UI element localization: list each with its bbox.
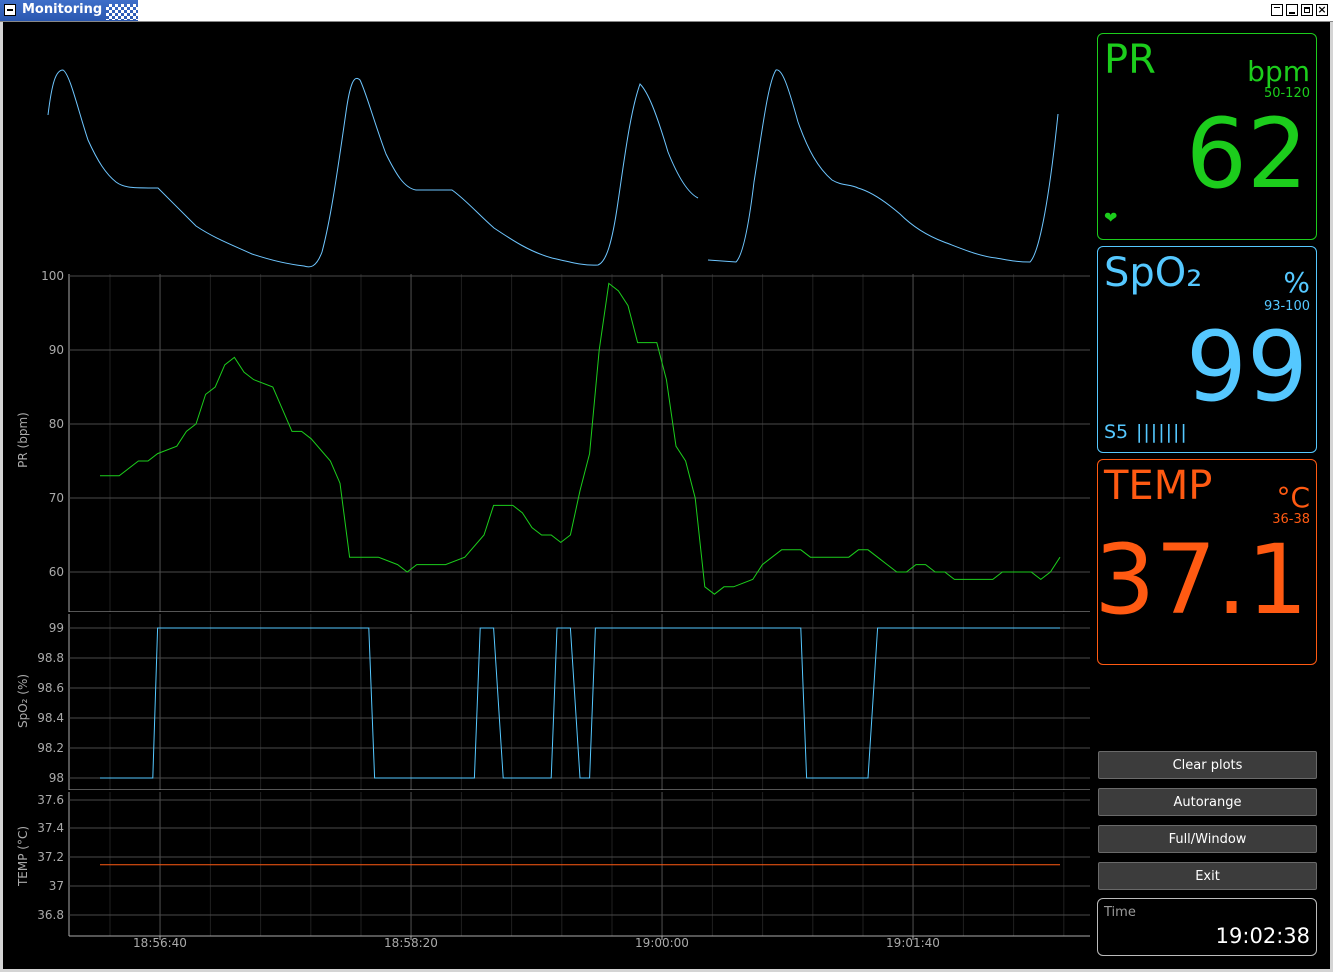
close-icon[interactable]: × xyxy=(1316,3,1328,16)
pleth-trace-a xyxy=(47,69,699,268)
window-title: Monitoring xyxy=(22,2,103,17)
shade-icon[interactable] xyxy=(1271,4,1283,16)
time-x-axis: 18:56:40 18:58:20 19:00:00 19:01:40 xyxy=(133,936,940,950)
spo2-unit: % xyxy=(1283,266,1310,299)
time-label: Time xyxy=(1104,905,1136,920)
spo2-y-axis: 99 98.8 98.6 98.4 98.2 98 xyxy=(37,621,64,785)
temp-label: TEMP xyxy=(1104,463,1213,509)
temp-y-tick-label: 37.6 xyxy=(37,793,64,807)
spo2-y-tick-label: 98.6 xyxy=(37,681,64,695)
maximize-icon[interactable] xyxy=(1301,4,1313,16)
temp-unit: °C xyxy=(1276,481,1310,514)
temp-grid xyxy=(68,792,1090,937)
spo2-value: 99 xyxy=(1185,311,1308,423)
spo2-y-tick-label: 98 xyxy=(49,771,64,785)
autorange-button[interactable]: Autorange xyxy=(1098,788,1317,816)
x-tick-label: 18:58:20 xyxy=(384,936,438,950)
pr-range: 50-120 xyxy=(1263,86,1310,101)
window-frame xyxy=(0,22,1333,972)
temp-y-tick-label: 36.8 xyxy=(37,908,64,922)
spo2-trend-chart: 99 98.8 98.6 98.4 98.2 98 SpO₂ (%) xyxy=(16,614,1090,790)
signal-label: S5 xyxy=(1104,421,1129,443)
spo2-series-line xyxy=(100,627,1060,779)
temp-y-tick-label: 37 xyxy=(49,879,64,893)
pr-y-tick-label: 90 xyxy=(49,343,64,357)
pr-unit: bpm xyxy=(1247,55,1310,88)
pr-trend-chart: 100 90 80 70 60 PR (bpm) xyxy=(16,269,1090,612)
minimize-icon[interactable] xyxy=(1286,4,1298,16)
temp-y-axis: 37.6 37.4 37.2 37 36.8 xyxy=(37,793,64,922)
pr-y-tick-label: 70 xyxy=(49,491,64,505)
window-menu-icon[interactable] xyxy=(4,4,16,16)
heart-icon: ❤ xyxy=(1104,208,1118,227)
temp-y-tick-label: 37.4 xyxy=(37,821,64,835)
spo2-y-tick-label: 98.4 xyxy=(37,711,64,725)
pr-y-axis: 100 90 80 70 60 xyxy=(41,269,64,579)
pr-series-line xyxy=(100,282,1061,595)
pr-grid xyxy=(68,274,1090,612)
spo2-y-tick-label: 98.2 xyxy=(37,741,64,755)
spo2-y-tick-label: 98.8 xyxy=(37,651,64,665)
pr-y-tick-label: 100 xyxy=(41,269,64,283)
spo2-range: 93-100 xyxy=(1263,299,1310,314)
pr-y-tick-label: 80 xyxy=(49,417,64,431)
temp-panel: TEMP °C 36-38 37.1 xyxy=(1094,459,1317,665)
pr-value: 62 xyxy=(1185,98,1308,210)
spo2-panel: SpO₂ % 93-100 99 S5 ||||||| xyxy=(1097,246,1317,453)
temp-value: 37.1 xyxy=(1094,524,1308,636)
title-pattern xyxy=(106,4,138,20)
spo2-axis-label: SpO₂ (%) xyxy=(16,674,30,728)
pr-panel: PR bpm 50-120 62 ❤ xyxy=(1097,33,1317,240)
pleth-trace-b xyxy=(707,69,1059,263)
time-value: 19:02:38 xyxy=(1215,924,1310,948)
x-tick-label: 19:00:00 xyxy=(635,936,689,950)
spo2-label: SpO₂ xyxy=(1104,250,1203,296)
pr-axis-label: PR (bpm) xyxy=(16,412,30,468)
pleth-waveform xyxy=(47,69,1059,268)
window-titlebar[interactable]: Monitoring × xyxy=(0,0,1333,22)
x-tick-label: 18:56:40 xyxy=(133,936,187,950)
clear-plots-button[interactable]: Clear plots xyxy=(1098,751,1317,779)
spo2-y-tick-label: 99 xyxy=(49,621,64,635)
window-title-tab[interactable]: Monitoring xyxy=(0,0,138,21)
pr-y-tick-label: 60 xyxy=(49,565,64,579)
signal-bars: ||||||| xyxy=(1136,421,1188,443)
temp-y-tick-label: 37.2 xyxy=(37,850,64,864)
temp-range: 36-38 xyxy=(1272,512,1310,527)
temp-axis-label: TEMP (°C) xyxy=(16,826,30,887)
exit-button[interactable]: Exit xyxy=(1098,862,1317,890)
full-window-button[interactable]: Full/Window xyxy=(1098,825,1317,853)
x-tick-label: 19:01:40 xyxy=(886,936,940,950)
pr-label: PR xyxy=(1104,37,1156,83)
time-panel: Time 19:02:38 xyxy=(1097,898,1317,956)
